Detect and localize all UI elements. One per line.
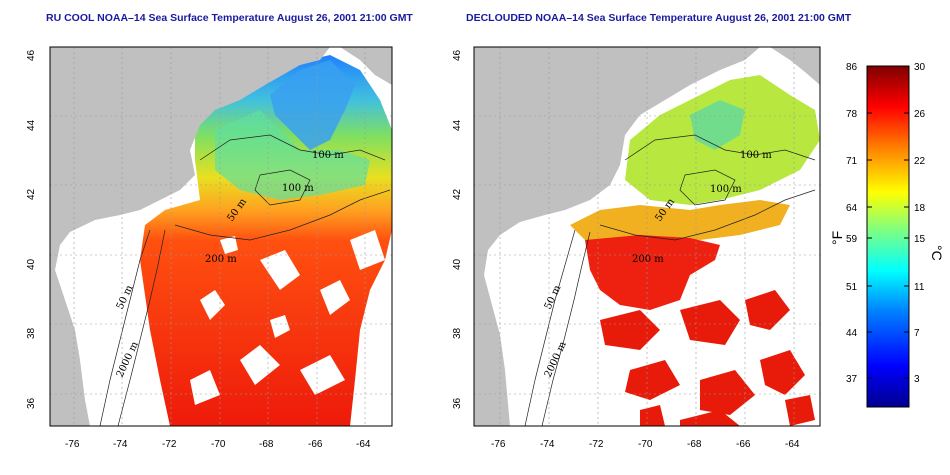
left-panel-title: RU COOL NOAA–14 Sea Surface Temperature … (46, 12, 413, 24)
right-grid (474, 47, 820, 426)
right-lon-tick-minus64: -64 (785, 439, 800, 450)
left-isobath-100m (199, 134, 386, 161)
right-sst-red-patches (600, 290, 815, 426)
right-land-mass (474, 47, 760, 426)
left-lon-tick-minus66: -66 (308, 439, 323, 450)
left-map-border (49, 46, 393, 427)
right-map-border (473, 46, 821, 427)
left-lon-tick-minus72: -72 (162, 439, 177, 450)
right-lat-tick-40: 40 (452, 258, 463, 270)
right-isobath-2000m (541, 231, 591, 426)
colorbar-fahrenheit-unit: °F (829, 231, 845, 245)
colorbar-celsius-unit: °C (929, 245, 945, 261)
left-lat-tick-46: 46 (26, 49, 37, 61)
colorbar-f-tick-71: 71 (846, 156, 858, 167)
right-land-east (770, 47, 820, 85)
colorbar-ticks (867, 112, 909, 379)
right-panel-title: DECLOUDED NOAA–14 Sea Surface Temperatur… (466, 12, 852, 24)
left-lat-tick-38: 38 (26, 327, 37, 339)
left-land-mass (50, 47, 330, 426)
right-lat-tick-36: 36 (452, 397, 463, 409)
colorbar-f-tick-86: 86 (846, 62, 858, 73)
right-sst-red-core (585, 235, 720, 310)
colorbar-c-tick-11: 11 (914, 282, 925, 293)
right-contour-label-200m: 200 m (632, 254, 664, 265)
left-lat-tick-36: 36 (26, 397, 37, 409)
colorbar-c-tick-30: 30 (914, 62, 926, 73)
left-contour-label-100m-south: 100 m (282, 183, 314, 194)
colorbar-c-tick-26: 26 (914, 109, 926, 120)
left-lon-tick-minus64: -64 (356, 439, 371, 450)
right-lon-tick-minus66: -66 (736, 439, 751, 450)
right-lon-tick-minus70: -70 (638, 439, 653, 450)
left-lat-tick-40: 40 (26, 258, 37, 270)
right-lon-tick-minus76: -76 (491, 439, 506, 450)
colorbar-c-tick-7: 7 (914, 328, 920, 339)
colorbar-f-tick-51: 51 (846, 282, 858, 293)
left-land-east (340, 47, 392, 85)
right-georges-bank (679, 169, 736, 206)
left-green-band (215, 110, 370, 200)
right-contour-label-100m-south: 100 m (710, 184, 742, 195)
right-lon-tick-minus74: -74 (540, 439, 555, 450)
right-map-panel: 100 m 100 m 50 m 200 m 50 m 2000 m 36 38… (452, 46, 821, 450)
left-map-panel: 100 m 100 m 50 m 200 m 50 m 2000 m 36 38… (26, 46, 393, 450)
left-cool-water (270, 60, 355, 150)
left-cloud-patches (190, 230, 385, 405)
left-lon-tick-minus70: -70 (211, 439, 226, 450)
colorbar-c-tick-3: 3 (914, 374, 920, 385)
left-isobath-2000m (117, 229, 166, 426)
right-contour-label-100m-north: 100 m (740, 150, 772, 161)
left-contour-label-200m: 200 m (205, 254, 237, 265)
right-lon-tick-minus72: -72 (589, 439, 604, 450)
right-lat-tick-46: 46 (452, 49, 463, 61)
left-lon-tick-minus76: -76 (65, 439, 80, 450)
colorbar-f-tick-64: 64 (846, 203, 858, 214)
colorbar-f-tick-37: 37 (846, 374, 858, 385)
temperature-colorbar: 86 78 71 64 59 51 44 37 30 26 22 18 15 1… (829, 62, 945, 408)
left-contour-label-100m-north: 100 m (312, 150, 344, 161)
right-lat-tick-38: 38 (452, 327, 463, 339)
colorbar-c-tick-18: 18 (914, 203, 926, 214)
right-isobath-200m (599, 189, 816, 241)
right-isobath-100m (624, 134, 816, 161)
right-sst-cool (690, 100, 745, 150)
left-georges-bank (254, 169, 311, 206)
right-lon-tick-minus68: -68 (687, 439, 702, 450)
colorbar-f-tick-59: 59 (846, 234, 858, 245)
left-isobath-200m (174, 189, 391, 241)
colorbar-f-tick-78: 78 (846, 109, 858, 120)
right-isobath-50m (524, 229, 576, 426)
colorbar-c-tick-22: 22 (914, 156, 926, 167)
right-sst-warm-band (570, 200, 790, 240)
right-lat-tick-44: 44 (452, 119, 463, 131)
left-lon-tick-minus68: -68 (259, 439, 274, 450)
left-grid (50, 47, 392, 426)
colorbar-gradient (866, 65, 910, 408)
colorbar-c-tick-15: 15 (914, 234, 926, 245)
right-lat-tick-42: 42 (452, 188, 463, 200)
left-lat-tick-44: 44 (26, 119, 37, 131)
colorbar-f-tick-44: 44 (846, 328, 858, 339)
left-sst-field (140, 55, 392, 426)
left-lon-tick-minus74: -74 (113, 439, 128, 450)
left-lat-tick-42: 42 (26, 188, 37, 200)
